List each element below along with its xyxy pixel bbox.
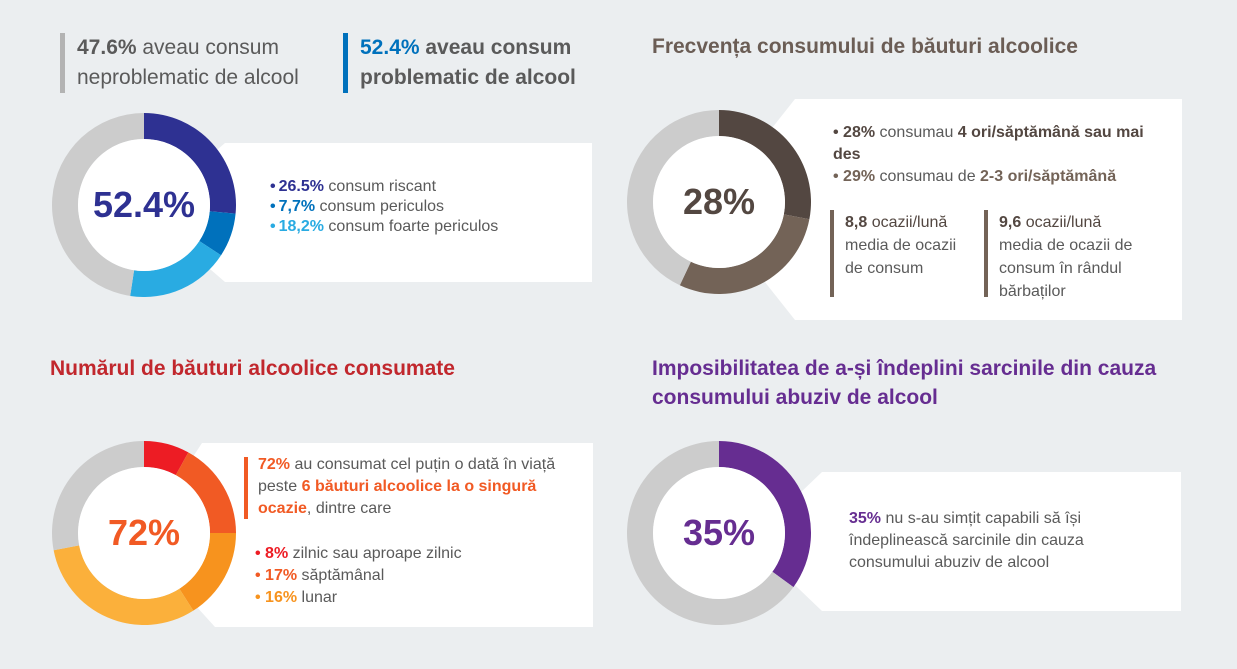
bullet-weekly: • 17% săptămânal <box>255 567 385 584</box>
donut-slice-lunar <box>179 533 236 611</box>
donut-hole <box>653 467 785 599</box>
center-label-frequency: 28% <box>682 181 756 222</box>
bullet-2-3-times-weekly: • 29% consumau de 2-3 ori/săptămână <box>833 168 1117 185</box>
donut-hole <box>78 139 210 271</box>
nonproblematic-text-2: neproblematic de alcool <box>77 66 299 89</box>
very-dangerous-text: consum foarte periculos <box>323 218 499 235</box>
nonproblematic-value: 47.6% <box>77 36 137 59</box>
bullet-risky: • 26.5% consum riscant <box>270 178 437 195</box>
donut-chart-drinks: 72% <box>52 441 236 625</box>
donut-slice-altele <box>627 110 719 286</box>
donut-slice-zilnic-sau-aproape-zilnic <box>144 441 189 476</box>
weekly-text: săptămânal <box>297 567 385 584</box>
stat-avg-occasions: 8,8 ocazii/lună media de ocazii de consu… <box>845 211 975 280</box>
title-frequency: Frecvența consumului de băuturi alcoolic… <box>652 35 1078 58</box>
bullet-daily: • 8% zilnic sau aproape zilnic <box>255 545 462 562</box>
bullet-monthly: • 16% lunar <box>255 589 338 606</box>
title-drinks-count: Numărul de băuturi alcoolice consumate <box>50 357 455 380</box>
intro-bold: 6 băuturi alcoolice la o singură ocazie <box>258 478 537 517</box>
4-times-bold: 4 ori/săptămână sau mai des <box>833 124 1144 163</box>
daily-value: 8% <box>265 545 289 562</box>
drinks-bullets: • 8% zilnic sau aproape zilnic • 17% săp… <box>255 543 462 609</box>
donut-slice-mai-rar <box>53 545 194 625</box>
center-label-impairment: 35% <box>682 512 756 553</box>
panel-drinks <box>190 443 593 627</box>
stat2-value: 9,6 <box>999 214 1022 231</box>
donut-chart-frequency: 28% <box>627 110 811 294</box>
drinks-intro: 72% au consumat cel puțin o dată în viaț… <box>258 454 578 520</box>
panel-problematic-breakdown <box>180 143 592 282</box>
donut-svg <box>627 110 811 294</box>
4-times-mid: consumau <box>875 124 958 141</box>
impairment-value: 35% <box>849 510 882 527</box>
4-times-value: 28% <box>843 124 876 141</box>
frequency-bullets: • 28% consumau 4 ori/săptămână sau mai d… <box>833 122 1163 188</box>
stat2-divider <box>984 210 988 297</box>
risky-text: consum riscant <box>323 178 437 195</box>
donut-hole <box>78 467 210 599</box>
stat1-divider <box>830 210 834 297</box>
dangerous-value: 7,7% <box>278 198 316 215</box>
donut-slice-niciodată <box>52 441 144 551</box>
monthly-text: lunar <box>297 589 338 606</box>
bullet-very-dangerous: • 18,2% consum foarte periculos <box>270 218 499 235</box>
donut-slice-consum-neproblematic <box>52 113 144 296</box>
impairment-text: 35% nu s-au simțit capabili să își îndep… <box>849 508 1149 574</box>
2-3-times-bold: 2-3 ori/săptămână <box>980 168 1117 185</box>
donut-slice-consum-riscant <box>144 113 236 214</box>
header-nonproblematic: 47.6% aveau consum neproblematic de alco… <box>60 33 299 93</box>
intro-value: 72% <box>258 456 291 473</box>
problematic-text-1: aveau consum <box>419 36 572 59</box>
stat1-desc: media de ocazii de consum <box>845 237 957 277</box>
2-3-times-mid: consumau de <box>875 168 981 185</box>
daily-text: zilnic sau aproape zilnic <box>288 545 462 562</box>
bullet-dangerous: • 7,7% consum periculos <box>270 198 445 215</box>
2-3-times-value: 29% <box>843 168 876 185</box>
center-label-problematic: 52.4% <box>92 184 196 225</box>
stat2-unit: ocazii/lună <box>1021 214 1102 231</box>
donut-slice-2-3-ori-săptămână <box>679 214 810 294</box>
bullet-4-times-weekly: • 28% consumau 4 ori/săptămână sau mai d… <box>833 124 1144 163</box>
donut-svg <box>52 113 236 297</box>
donut-slice-nu-s-au-simțit-capabili <box>719 441 811 588</box>
problematic-text-2: problematic de alcool <box>360 66 576 89</box>
stat2-desc: media de ocazii de consum în rândul bărb… <box>999 237 1133 300</box>
donut-slice-săptămânal <box>175 452 236 533</box>
weekly-value: 17% <box>265 567 298 584</box>
center-label-drinks: 72% <box>107 512 181 553</box>
donut-chart-impairment: 35% <box>627 441 811 625</box>
panel-impairment <box>790 472 1181 611</box>
risky-value: 26.5% <box>278 178 324 195</box>
intro-text-2: , dintre care <box>306 500 392 517</box>
title-impairment: Imposibilitatea de a-și îndeplini sarcin… <box>652 357 1157 409</box>
donut-slice-restul <box>627 441 794 625</box>
monthly-value: 16% <box>265 589 298 606</box>
donut-svg <box>52 441 236 625</box>
header-problematic: 52.4% aveau consum problematic de alcool <box>343 33 576 93</box>
problematic-value: 52.4% <box>360 36 420 59</box>
stat1-unit: ocazii/lună <box>867 214 948 231</box>
donut-slice-consum-periculos <box>199 211 236 256</box>
stat-avg-occasions-men: 9,6 ocazii/lună media de ocazii de consu… <box>999 211 1154 303</box>
drinks-intro-divider <box>244 457 248 519</box>
intro-text-1: au consumat cel puțin o dată în viață pe… <box>258 456 556 495</box>
donut-slice-consum-foarte-periculos <box>130 241 222 297</box>
problematic-bullets: • 26.5% consum riscant • 7,7% consum peric… <box>270 177 498 237</box>
donut-svg <box>627 441 811 625</box>
donut-chart-problematic: 52.4% <box>52 113 236 297</box>
donut-hole <box>653 136 785 268</box>
stat1-value: 8,8 <box>845 214 868 231</box>
donut-slice-4-ori-săptămână-sau-mai-des <box>719 110 811 220</box>
impairment-rest: nu s-au simțit capabili să își îndepline… <box>849 510 1084 571</box>
dangerous-text: consum periculos <box>315 198 445 215</box>
very-dangerous-value: 18,2% <box>278 218 324 235</box>
nonproblematic-text-1: aveau consum <box>136 36 279 59</box>
